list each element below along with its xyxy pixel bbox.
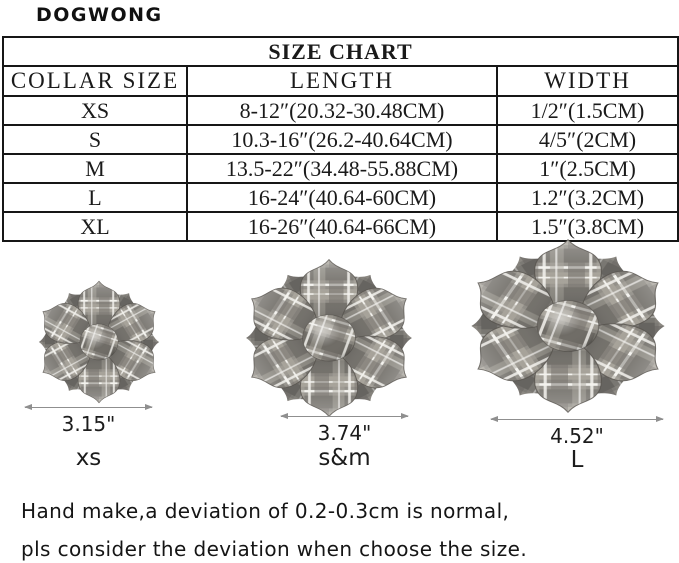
size-chart-title: SIZE CHART [1,36,679,67]
cell-width: 1/2″(1.5CM) [495,95,679,126]
column-header-length: LENGTH [186,65,498,97]
cell-size: S [2,124,188,155]
flower-size-label-sm: s&m [318,445,371,471]
plaid-flower-image-l [462,238,674,414]
cell-length: 10.3-16″(26.2-40.64CM) [186,124,498,155]
column-header-width: WIDTH [495,65,679,97]
footnote-line-1: Hand make,a deviation of 0.2-0.3cm is no… [21,499,510,523]
table-header-row: COLLAR SIZE LENGTH WIDTH [2,65,679,97]
plaid-flower-image-sm [238,258,420,418]
cell-length: 16-24″(40.64-60CM) [186,182,498,213]
cell-width: 1″(2.5CM) [495,153,679,184]
table-row-xl: XL 16-26″(40.64-66CM) 1.5″(3.8CM) [2,211,679,242]
flower-diameter-xs: 3.15" [61,412,116,436]
cell-width: 1.5″(3.8CM) [495,211,679,242]
cell-size: XL [2,211,188,242]
cell-length: 13.5-22″(34.48-55.88CM) [186,153,498,184]
cell-length: 16-26″(40.64-66CM) [186,211,498,242]
flower-diameter-sm: 3.74" [317,421,372,445]
table-row-m: M 13.5-22″(34.48-55.88CM) 1″(2.5CM) [2,153,679,184]
flower-diameter-l: 4.52" [550,424,604,448]
measurement-line-xs [24,403,153,410]
measurement-line-sm [280,412,409,419]
cell-size: M [2,153,188,184]
cell-width: 1.2″(3.2CM) [495,182,679,213]
cell-size: L [2,182,188,213]
cell-width: 4/5″(2CM) [495,124,679,155]
table-title-row: SIZE CHART [1,36,679,67]
plaid-flower-image-xs [33,280,165,404]
table-row-xs: XS 8-12″(20.32-30.48CM) 1/2″(1.5CM) [2,95,679,126]
table-row-l: L 16-24″(40.64-60CM) 1.2″(3.2CM) [2,182,679,213]
table-row-s: S 10.3-16″(26.2-40.64CM) 4/5″(2CM) [2,124,679,155]
measurement-line-l [490,415,664,422]
brand-text: DOGWONG [36,4,163,26]
flower-size-label-xs: xs [75,445,102,471]
size-chart-table: SIZE CHART COLLAR SIZE LENGTH WIDTH XS 8… [1,36,679,242]
flower-size-label-l: L [570,447,584,473]
column-header-collar-size: COLLAR SIZE [2,65,188,97]
cell-size: XS [2,95,188,126]
footnote-line-2: pls consider the deviation when choose t… [21,537,528,561]
cell-length: 8-12″(20.32-30.48CM) [186,95,498,126]
